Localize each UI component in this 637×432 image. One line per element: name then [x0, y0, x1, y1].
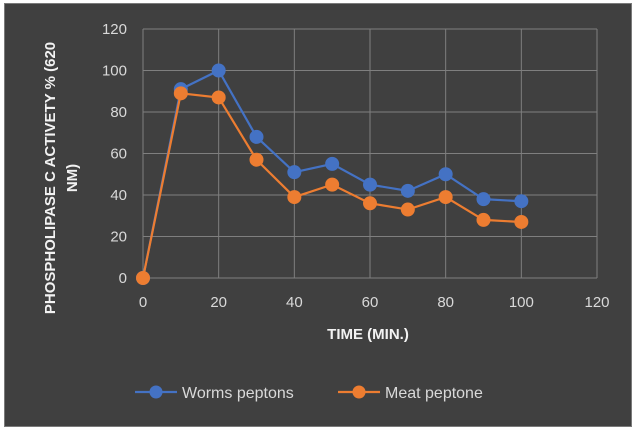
- legend-item: Meat peptone: [338, 385, 483, 402]
- series-worms-peptons: [136, 63, 529, 285]
- data-point: [438, 190, 453, 205]
- legend-item: Worms peptons: [135, 385, 294, 402]
- data-point: [400, 202, 415, 217]
- y-tick-label: 20: [110, 229, 127, 246]
- gridlines: [142, 28, 598, 279]
- data-point: [514, 194, 529, 209]
- data-series: [136, 63, 529, 285]
- data-point: [287, 190, 302, 205]
- y-tick-label: 60: [110, 146, 127, 163]
- x-tick-label: 100: [509, 294, 534, 311]
- x-tick-label: 80: [437, 294, 454, 311]
- data-point: [249, 152, 264, 167]
- legend-label: Worms peptons: [182, 385, 294, 402]
- x-tick-label: 0: [139, 294, 147, 311]
- series-meat-peptone: [136, 86, 529, 285]
- y-tick-label: 0: [119, 270, 127, 287]
- data-point: [287, 165, 302, 180]
- x-tick-label: 120: [584, 294, 609, 311]
- y-tick-label: 120: [102, 21, 127, 38]
- data-point: [249, 129, 264, 144]
- data-point: [325, 177, 340, 192]
- legend-marker: [352, 385, 366, 399]
- data-point: [400, 183, 415, 198]
- data-point: [136, 271, 150, 285]
- axis-ticks: 0 20 40 60 80 100 120 0 20 40 60 80 100 120: [102, 21, 610, 311]
- line-chart: 0 20 40 60 80 100 120 0 20 40 60 80 100 120 TIME (MIN…: [42, 21, 610, 402]
- data-point: [438, 167, 453, 182]
- y-axis-title-line: PHOSPHOLIPASE C ACTIVETY % (620: [42, 42, 59, 314]
- data-point: [476, 192, 491, 207]
- data-point: [173, 86, 188, 101]
- data-point: [363, 177, 377, 192]
- data-point: [211, 90, 226, 105]
- x-tick-label: 20: [210, 294, 227, 311]
- x-tick-label: 40: [286, 294, 303, 311]
- chart-area: 0 20 40 60 80 100 120 0 20 40 60 80 100 120 TIME (MIN…: [4, 3, 632, 427]
- y-tick-label: 40: [110, 187, 127, 204]
- y-tick-label: 100: [102, 63, 127, 80]
- data-point: [211, 63, 226, 78]
- legend-marker: [149, 385, 163, 399]
- legend-label: Meat peptone: [385, 385, 483, 402]
- data-point: [514, 214, 529, 229]
- x-axis-title: TIME (MIN.): [327, 326, 409, 343]
- y-axis-title: PHOSPHOLIPASE C ACTIVETY % (620 NM): [42, 42, 81, 314]
- legend: Worms peptons Meat peptone: [135, 385, 483, 402]
- x-tick-label: 60: [362, 294, 379, 311]
- y-axis-title-line: NM): [64, 164, 81, 192]
- series-line: [141, 69, 522, 279]
- data-point: [476, 212, 491, 227]
- data-point: [325, 156, 340, 171]
- y-tick-label: 80: [110, 104, 127, 121]
- data-point: [363, 196, 377, 211]
